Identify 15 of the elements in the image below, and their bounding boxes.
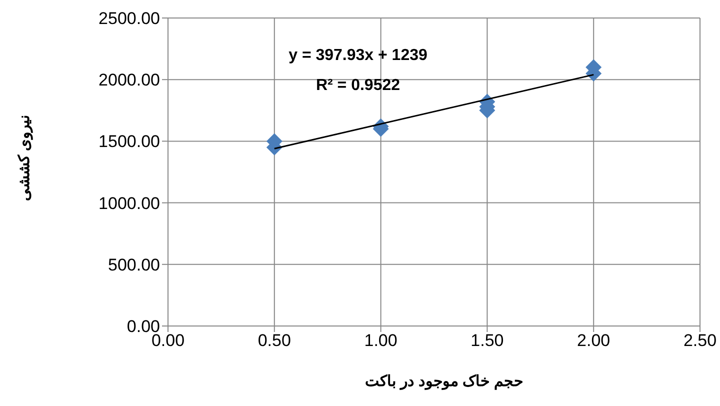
- y-tick-label: 500.00: [108, 255, 160, 274]
- x-tick-label: 1.00: [364, 331, 398, 350]
- y-tick-label: 2000.00: [98, 70, 160, 90]
- fit-equation: y = 397.93x + 1239: [288, 46, 428, 66]
- x-tick-label: 2.00: [577, 331, 610, 350]
- y-tick-label: 1500.00: [98, 132, 160, 152]
- x-tick-label: 1.50: [470, 331, 504, 350]
- x-axis-title: حجم خاک موجود در باکت: [364, 372, 524, 390]
- y-tick-label: 1000.00: [98, 194, 160, 213]
- fit-equation: R² = 0.9522: [314, 76, 402, 96]
- x-tick-label: 2.50: [683, 331, 717, 350]
- x-tick-label: 0.50: [258, 331, 291, 350]
- x-tick-label: 0.00: [151, 331, 185, 350]
- y-axis-title: نیروی کششی: [15, 114, 33, 202]
- y-tick-label: 2500.00: [98, 9, 160, 28]
